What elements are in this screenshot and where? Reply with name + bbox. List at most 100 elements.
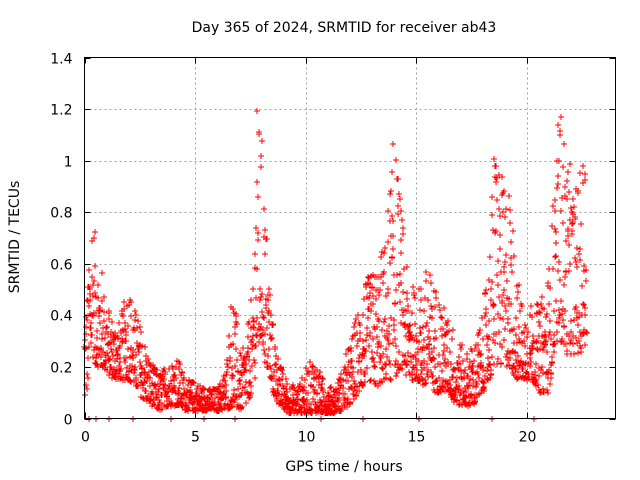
data-point <box>111 341 117 347</box>
data-point <box>486 318 492 324</box>
data-point <box>116 320 122 326</box>
data-point <box>571 351 577 357</box>
data-point <box>561 324 567 330</box>
data-point <box>489 212 495 218</box>
data-point <box>551 308 557 314</box>
data-point <box>364 365 370 371</box>
data-point <box>543 314 549 320</box>
data-point <box>581 302 587 308</box>
data-point <box>418 330 424 336</box>
data-point <box>457 361 463 367</box>
data-point <box>525 329 531 335</box>
data-point <box>539 364 545 370</box>
data-point <box>272 344 278 350</box>
data-point <box>396 349 402 355</box>
data-point <box>86 303 92 309</box>
data-point <box>575 350 581 356</box>
data-point <box>537 390 543 396</box>
data-point <box>390 246 396 252</box>
data-point <box>514 295 520 301</box>
data-point <box>462 367 468 373</box>
data-point <box>397 196 403 202</box>
data-point <box>553 229 559 235</box>
data-point <box>130 347 136 353</box>
data-point <box>540 347 546 353</box>
data-point <box>405 350 411 356</box>
data-point <box>128 313 134 319</box>
data-point <box>393 287 399 293</box>
data-point <box>432 304 438 310</box>
data-point <box>378 355 384 361</box>
data-point <box>380 280 386 286</box>
data-point <box>471 358 477 364</box>
data-point <box>226 333 232 339</box>
data-point <box>143 388 149 394</box>
data-point <box>133 352 139 358</box>
data-point <box>467 359 473 365</box>
data-point <box>533 361 539 367</box>
data-point <box>582 305 588 311</box>
data-point <box>97 307 103 313</box>
data-point <box>253 225 259 231</box>
data-point <box>426 342 432 348</box>
data-point <box>499 300 505 306</box>
data-point <box>440 377 446 383</box>
data-point <box>421 365 427 371</box>
data-point <box>528 350 534 356</box>
data-point <box>497 315 503 321</box>
data-point <box>436 302 442 308</box>
data-point <box>118 366 124 372</box>
data-point <box>223 372 229 378</box>
data-point <box>484 342 490 348</box>
data-point <box>539 294 545 300</box>
data-point <box>558 114 564 120</box>
data-point <box>489 279 495 285</box>
data-point <box>393 343 399 349</box>
data-point <box>415 349 421 355</box>
data-point <box>366 343 372 349</box>
data-point <box>421 358 427 364</box>
x-tick-labels: 0 5 10 15 20 <box>81 430 536 446</box>
data-point <box>559 311 565 317</box>
data-point <box>83 331 89 337</box>
data-point <box>560 220 566 226</box>
data-point <box>304 397 310 403</box>
data-point <box>546 301 552 307</box>
data-point <box>98 345 104 351</box>
data-point <box>255 194 261 200</box>
data-point <box>488 286 494 292</box>
data-point <box>387 361 393 367</box>
data-point <box>104 324 110 330</box>
data-point <box>508 301 514 307</box>
data-point <box>349 358 355 364</box>
data-point <box>106 357 112 363</box>
data-point <box>552 226 558 232</box>
data-point <box>275 356 281 362</box>
data-point <box>583 329 589 335</box>
data-point <box>570 196 576 202</box>
data-point <box>429 315 435 321</box>
data-point <box>556 307 562 313</box>
data-point <box>366 295 372 301</box>
data-point <box>491 156 497 162</box>
data-point <box>310 363 316 369</box>
data-point <box>258 333 264 339</box>
data-point <box>254 315 260 321</box>
data-point <box>386 341 392 347</box>
data-point <box>554 185 560 191</box>
data-point <box>389 169 395 175</box>
data-point <box>430 355 436 361</box>
data-point <box>351 387 357 393</box>
data-point <box>374 350 380 356</box>
data-point <box>542 341 548 347</box>
data-point <box>482 290 488 296</box>
data-point <box>515 289 521 295</box>
data-point <box>390 340 396 346</box>
data-point <box>433 289 439 295</box>
data-point <box>294 392 300 398</box>
data-point <box>390 233 396 239</box>
data-point <box>357 330 363 336</box>
data-point <box>495 311 501 317</box>
data-point <box>556 315 562 321</box>
data-point <box>576 338 582 344</box>
